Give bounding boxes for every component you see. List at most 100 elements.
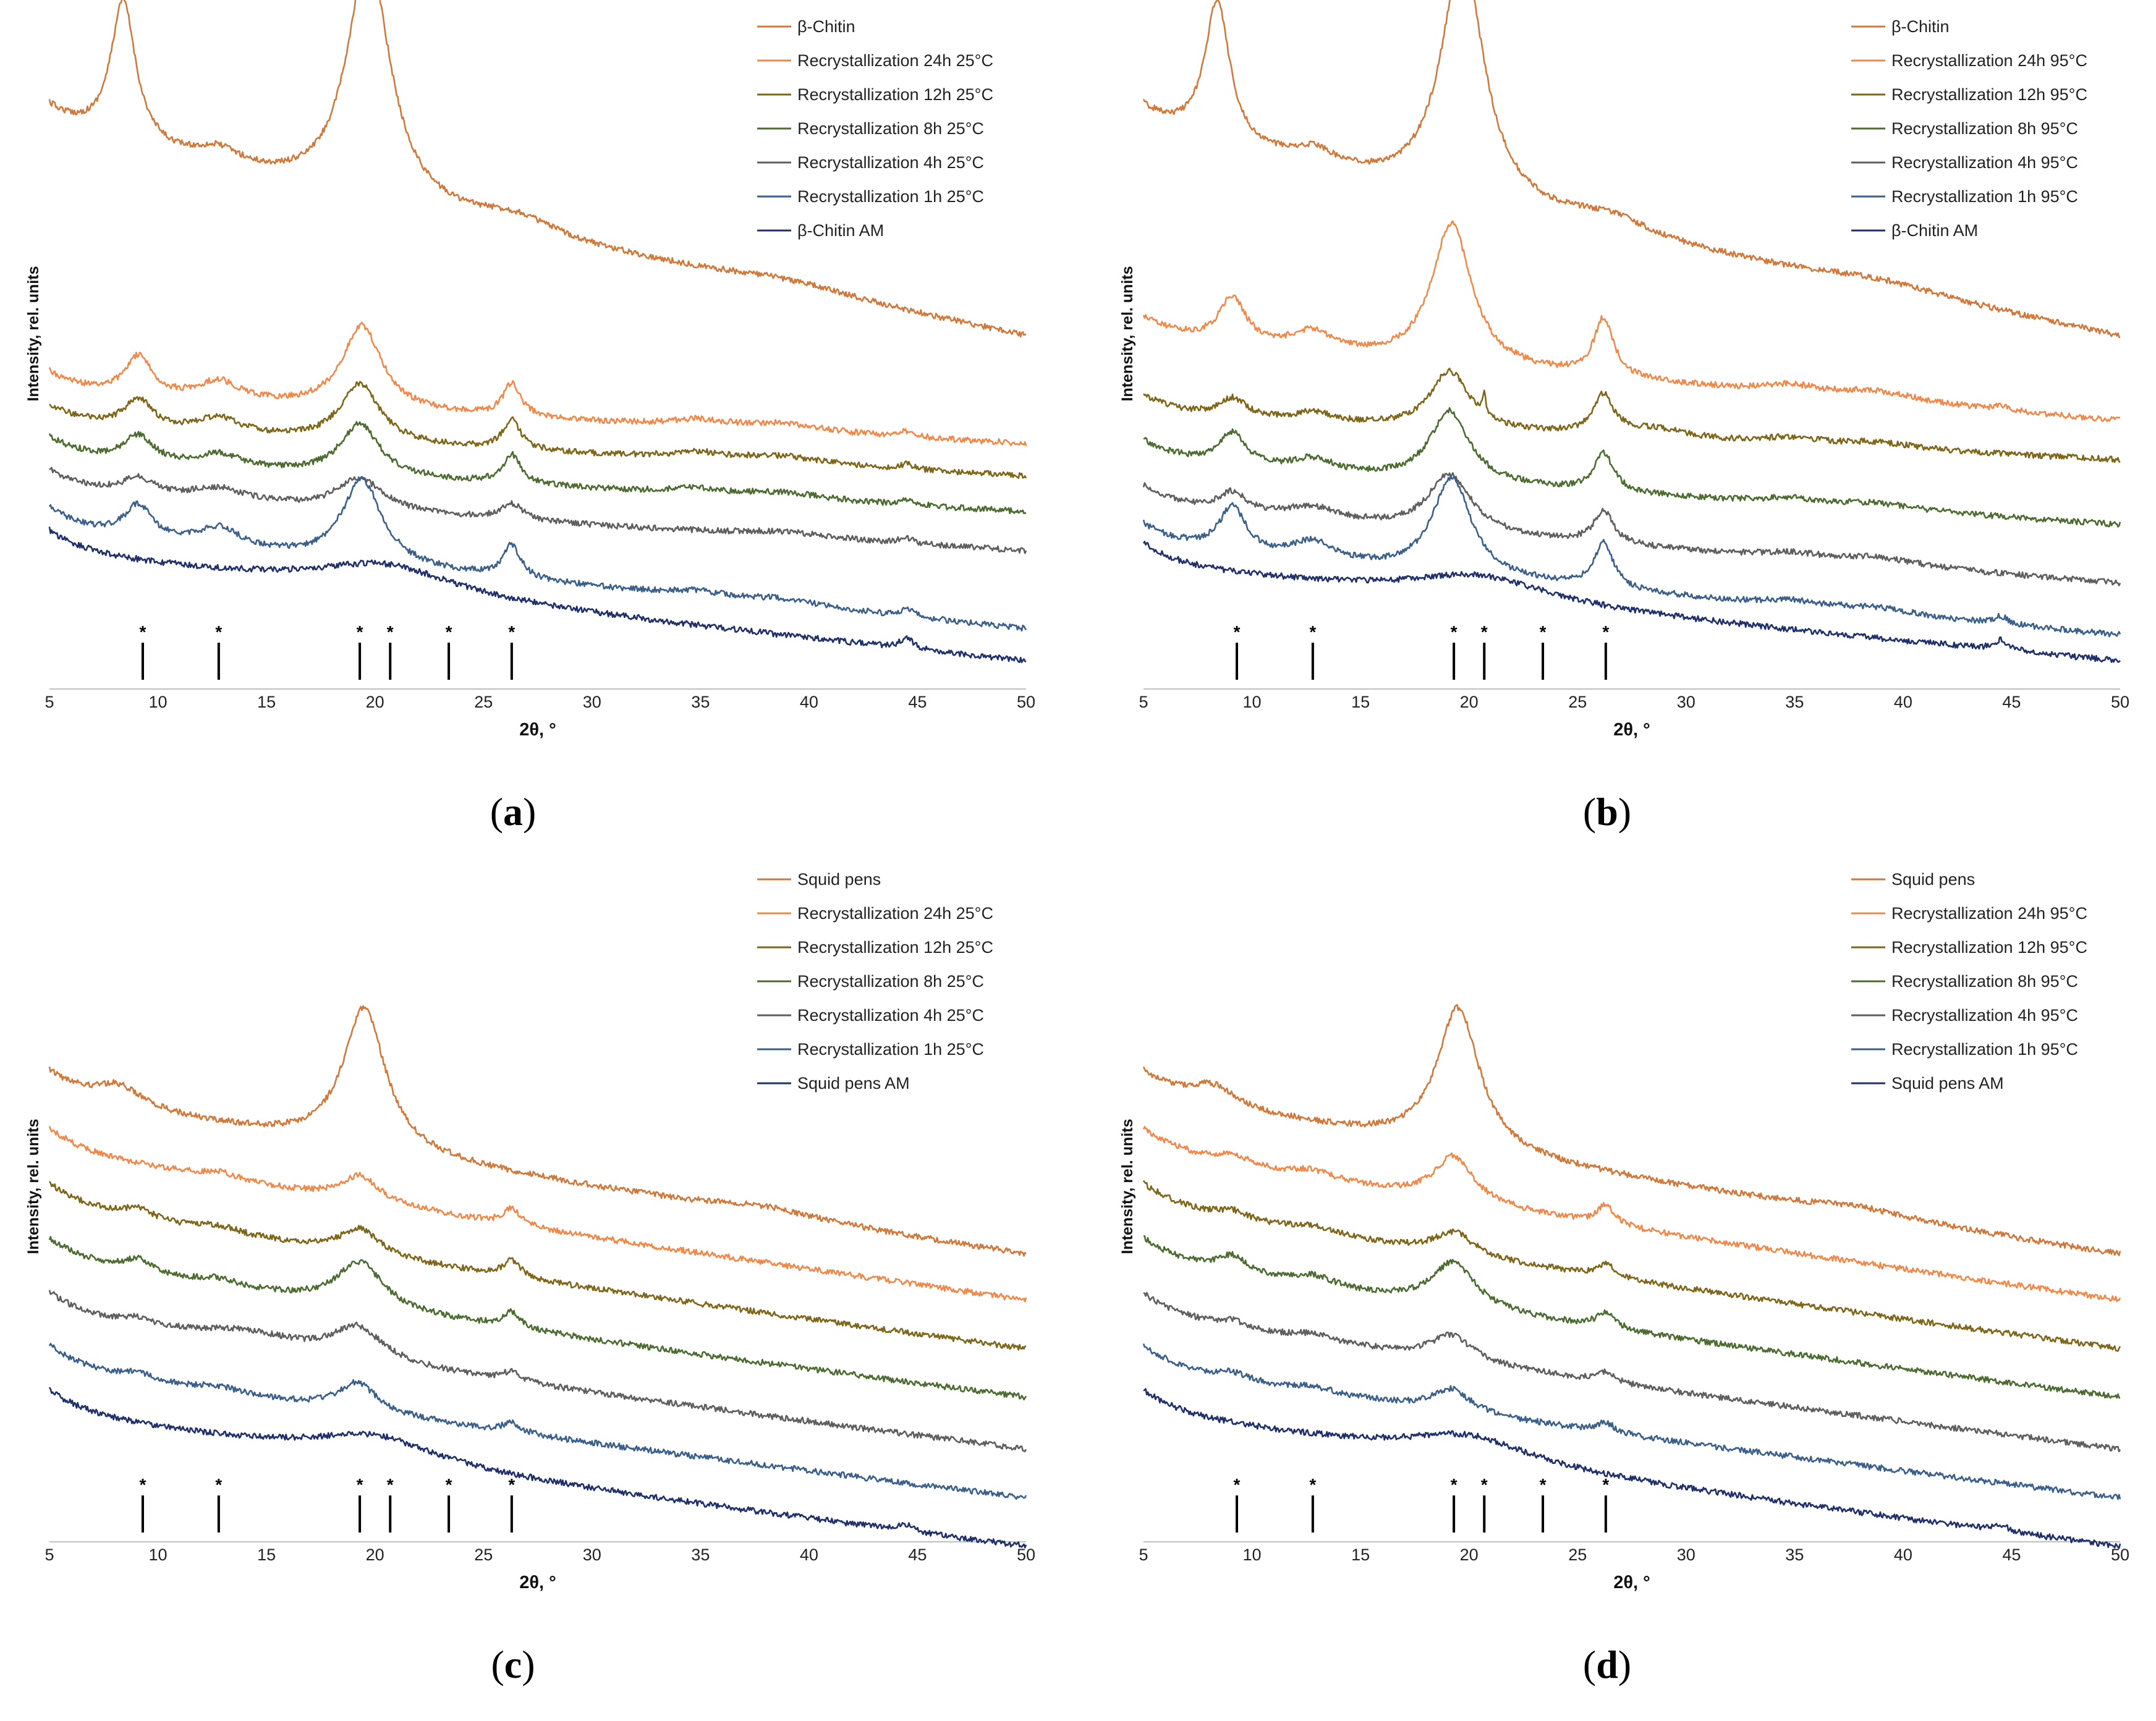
legend-label: β-Chitin AM	[797, 221, 884, 240]
reference-peak-marker: *	[215, 1475, 222, 1494]
chart-panel-a: 5 10 15 20 25 30 35 40 45 50 2θ, ° Intensity, rel. …	[0, 0, 1063, 834]
legend-label: Recrystallization 8h 25°C	[797, 972, 984, 991]
legend-label: Squid pens AM	[797, 1074, 910, 1093]
reference-peak-marker: *	[387, 1475, 394, 1494]
x-tick-label: 35	[691, 1546, 710, 1564]
x-tick-label: 15	[257, 1546, 276, 1564]
x-tick-label: 45	[908, 1546, 927, 1564]
x-tick-label: 50	[1017, 1546, 1035, 1564]
reference-peak-marker: *	[1309, 1475, 1316, 1494]
reference-peak-marker: *	[1309, 622, 1316, 641]
x-tick-label: 5	[45, 1546, 54, 1564]
series-line-recrystallization-1h-25c	[48, 476, 1027, 632]
series-line-recrystallization-24h-95c	[1142, 220, 2121, 422]
y-axis-title: Intensity, rel. units	[25, 266, 42, 401]
series-line-recrystallization-24h-25c	[48, 1125, 1027, 1303]
x-tick-label: 10	[149, 1546, 168, 1564]
series-line-squid-pens	[1142, 1004, 2121, 1256]
x-tick-label: 40	[1894, 1546, 1912, 1564]
x-tick-label: 40	[800, 1546, 818, 1564]
legend-label: β-Chitin	[1891, 17, 1950, 36]
chart-panel-c: 5 10 15 20 25 30 35 40 45 50 2θ, ° Intensity, rel. …	[0, 853, 1063, 1686]
x-tick-label: 20	[1460, 693, 1479, 711]
legend-label: Recrystallization 4h 25°C	[797, 153, 984, 172]
x-tick-label: 40	[1894, 693, 1912, 711]
x-tick-label: 20	[366, 693, 384, 711]
x-tick-label: 20	[1460, 1546, 1479, 1564]
reference-peak-marker: *	[215, 622, 222, 641]
legend-label: Squid pens AM	[1891, 1074, 2004, 1093]
legend-label: Squid pens	[797, 870, 881, 889]
reference-peak-marker: *	[387, 622, 394, 641]
legend-label: Recrystallization 24h 95°C	[1891, 51, 2087, 70]
series-line-recrystallization-8h-25c	[48, 421, 1027, 515]
x-tick-label: 5	[45, 693, 54, 711]
panel-label: (c)	[491, 1643, 535, 1686]
series-line-recrystallization-4h-25c	[48, 1290, 1027, 1453]
panel-label-close: )	[523, 790, 536, 834]
y-axis-title: Intensity, rel. units	[25, 1118, 42, 1254]
legend-label: Squid pens	[1891, 870, 1975, 889]
x-tick-label: 30	[1677, 693, 1696, 711]
x-tick-label: 45	[908, 693, 927, 711]
legend-label: β-Chitin	[797, 17, 855, 36]
legend-label: Recrystallization 4h 25°C	[797, 1006, 984, 1025]
x-tick-label: 25	[474, 1546, 493, 1564]
panel-label-open: (	[1583, 1643, 1596, 1686]
x-tick-label: 25	[1568, 693, 1587, 711]
reference-peak-marker: *	[1481, 1475, 1488, 1494]
series-line-beta-chitin	[1142, 0, 2121, 339]
series-line-squid-pens-am	[48, 1387, 1027, 1549]
legend-label: Recrystallization 24h 25°C	[797, 904, 993, 923]
legend-label: Recrystallization 4h 95°C	[1891, 153, 2078, 172]
panel-label-letter: c	[504, 1643, 522, 1686]
xrd-chart-a: 5 10 15 20 25 30 35 40 45 50 2θ, ° Intensity, rel. …	[25, 0, 1035, 834]
series-line-recrystallization-8h-25c	[48, 1236, 1027, 1401]
series-line-recrystallization-4h-95c	[1143, 1292, 2121, 1453]
panel-label: (a)	[490, 790, 537, 834]
series-line-beta-chitin-am	[48, 526, 1027, 664]
x-tick-label: 45	[2002, 693, 2021, 711]
panel-label-close: )	[1618, 790, 1631, 834]
x-tick-label: 50	[2111, 1546, 2129, 1564]
x-tick-label: 10	[149, 693, 168, 711]
reference-peak-marker: *	[508, 622, 515, 641]
reference-peak-marker: *	[357, 622, 363, 641]
x-tick-label: 50	[2111, 693, 2129, 711]
x-tick-label: 35	[691, 693, 710, 711]
x-tick-label: 25	[1568, 1546, 1587, 1564]
x-tick-label: 10	[1243, 1546, 1262, 1564]
series-line-recrystallization-12h-95c	[1142, 1180, 2121, 1352]
xrd-chart-d: 5 10 15 20 25 30 35 40 45 50 2θ, ° Intensity, rel. …	[1119, 870, 2129, 1686]
reference-peak-marker: *	[1540, 622, 1547, 641]
legend-label: Recrystallization 4h 95°C	[1891, 1006, 2078, 1025]
reference-peak-marker: *	[508, 1475, 515, 1494]
panel-label-letter: d	[1596, 1643, 1618, 1686]
series-line-recrystallization-24h-95c	[1142, 1125, 2121, 1303]
x-tick-label: 15	[1351, 1546, 1370, 1564]
x-tick-label: 20	[366, 1546, 384, 1564]
legend-label: Recrystallization 1h 95°C	[1891, 1040, 2078, 1059]
reference-peak-marker: *	[446, 622, 452, 641]
series-line-recrystallization-8h-95c	[1143, 1235, 2121, 1399]
series-line-squid-pens	[48, 1005, 1027, 1257]
panel-label-letter: a	[503, 790, 523, 834]
panel-label: (d)	[1583, 1643, 1631, 1686]
legend-label: Recrystallization 1h 25°C	[797, 1040, 984, 1059]
chart-panel-d: 5 10 15 20 25 30 35 40 45 50 2θ, ° Intensity, rel. …	[1094, 853, 2156, 1686]
panel-label-letter: b	[1596, 790, 1618, 834]
reference-peak-marker: *	[140, 1475, 146, 1494]
series-line-recrystallization-12h-25c	[49, 381, 1027, 479]
legend-label: Recrystallization 8h 95°C	[1891, 119, 2078, 138]
reference-peak-marker: *	[1481, 622, 1488, 641]
legend-label: Recrystallization 24h 25°C	[797, 51, 993, 70]
y-axis-title: Intensity, rel. units	[1119, 1118, 1136, 1254]
panel-label-close: )	[522, 1643, 535, 1686]
series-line-recrystallization-12h-95c	[1143, 367, 2121, 463]
panel-label-open: (	[1583, 790, 1596, 834]
legend-label: Recrystallization 8h 95°C	[1891, 972, 2078, 991]
series-line-recrystallization-1h-25c	[48, 1343, 1027, 1500]
x-tick-label: 30	[1677, 1546, 1696, 1564]
series-line-recrystallization-4h-95c	[1142, 472, 2121, 586]
reference-peak-marker: *	[1602, 622, 1609, 641]
